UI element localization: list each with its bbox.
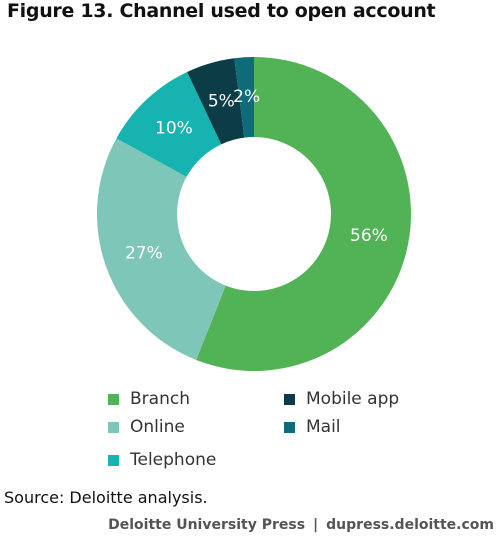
slice-mobile-app — [187, 58, 245, 145]
slice-online — [97, 138, 226, 360]
publisher-site: dupress.deloitte.com — [326, 517, 494, 533]
legend-swatch — [108, 421, 119, 433]
legend-item-telephone: Telephone — [108, 450, 216, 470]
legend-item-mail: Mail — [284, 417, 341, 437]
source-note: Source: Deloitte analysis. — [4, 488, 208, 507]
legend-item-online: Online — [108, 417, 185, 437]
legend-item-mobile-app: Mobile app — [284, 389, 399, 409]
slice-mail — [234, 57, 254, 138]
legend-swatch — [108, 454, 119, 466]
legend-label: Branch — [130, 389, 190, 409]
legend-swatch — [108, 393, 119, 405]
legend-swatch — [284, 393, 295, 405]
slice-label-mobile-app: 5% — [208, 92, 235, 112]
slice-label-online: 27% — [125, 244, 163, 264]
donut-chart: 56% 27% 10% 5%2% — [97, 57, 412, 371]
publisher-name: Deloitte University Press — [108, 517, 306, 533]
legend-label: Online — [130, 417, 185, 437]
legend-label: Mail — [306, 417, 341, 437]
slice-label-telephone: 10% — [155, 119, 193, 139]
legend-label: Telephone — [130, 450, 217, 470]
slice-telephone — [116, 71, 222, 177]
slice-branch — [196, 57, 412, 371]
chart-title: Figure 13. Channel used to open account — [7, 0, 436, 22]
slice-label-mail: 2% — [233, 87, 260, 107]
credit-separator: | — [313, 517, 319, 533]
credit-line: Deloitte University Press | dupress.deloit… — [108, 517, 494, 533]
legend-item-branch: Branch — [108, 389, 190, 409]
legend-swatch — [284, 421, 295, 433]
slice-label-branch: 56% — [350, 226, 388, 246]
legend-label: Mobile app — [306, 389, 400, 409]
